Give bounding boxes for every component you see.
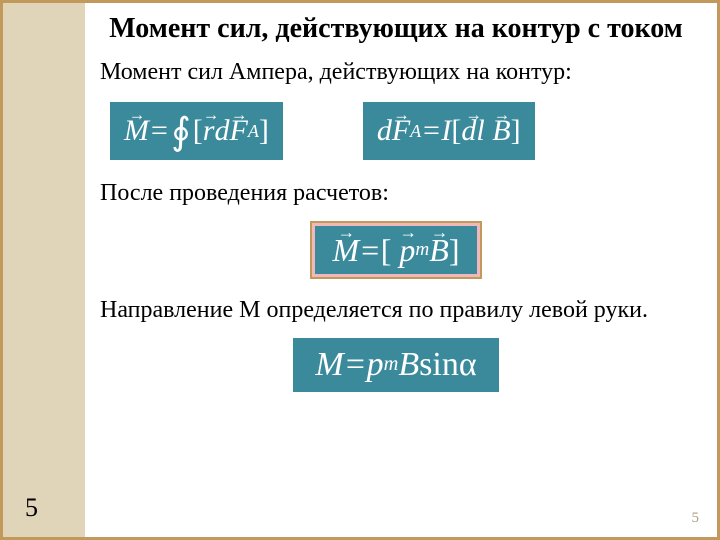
formula-moment-integral: → M = ∮ [ → r d → F A ] xyxy=(110,102,283,160)
after-calc-text: После проведения расчетов: xyxy=(100,180,692,207)
content-area: Момент сил, действующих на контур с токо… xyxy=(85,3,717,537)
vec-M: → M xyxy=(124,116,149,146)
vec-dl: → dl xyxy=(461,116,484,146)
vec-pm: → p xyxy=(399,234,415,266)
formula-scalar: M = pm B sin α xyxy=(293,338,498,392)
vec-F2: → F xyxy=(392,116,410,146)
slide-title: Момент сил, действующих на контур с токо… xyxy=(100,13,692,45)
page-number-left: 5 xyxy=(25,493,38,523)
formula-dF: d → F A = I [ → dl → B ] xyxy=(363,102,535,160)
subtitle: Момент сил Ампера, действующих на контур… xyxy=(100,59,692,86)
formula-M-pmB: → M = [ → p m → B ] xyxy=(315,226,478,274)
sidebar-decoration xyxy=(3,3,85,537)
vec-F: → F xyxy=(229,116,247,146)
vec-B3: → B xyxy=(429,234,449,266)
formula-highlight: → M = [ → p m → B ] xyxy=(310,221,483,279)
vec-B: → B xyxy=(492,116,510,146)
vec-M3: → M xyxy=(333,234,360,266)
formula-scalar-block: M = pm B sin α xyxy=(100,338,692,392)
slide-frame: Момент сил, действующих на контур с токо… xyxy=(0,0,720,540)
formula-row-1: → M = ∮ [ → r d → F A ] d xyxy=(100,102,692,160)
vec-r: → r xyxy=(203,116,215,146)
oint-symbol: ∮ xyxy=(171,114,191,152)
direction-text: Направление М определяется по правилу ле… xyxy=(100,297,692,324)
page-number-right: 5 xyxy=(692,510,700,527)
formula-result-block: → M = [ → p m → B ] xyxy=(100,221,692,279)
